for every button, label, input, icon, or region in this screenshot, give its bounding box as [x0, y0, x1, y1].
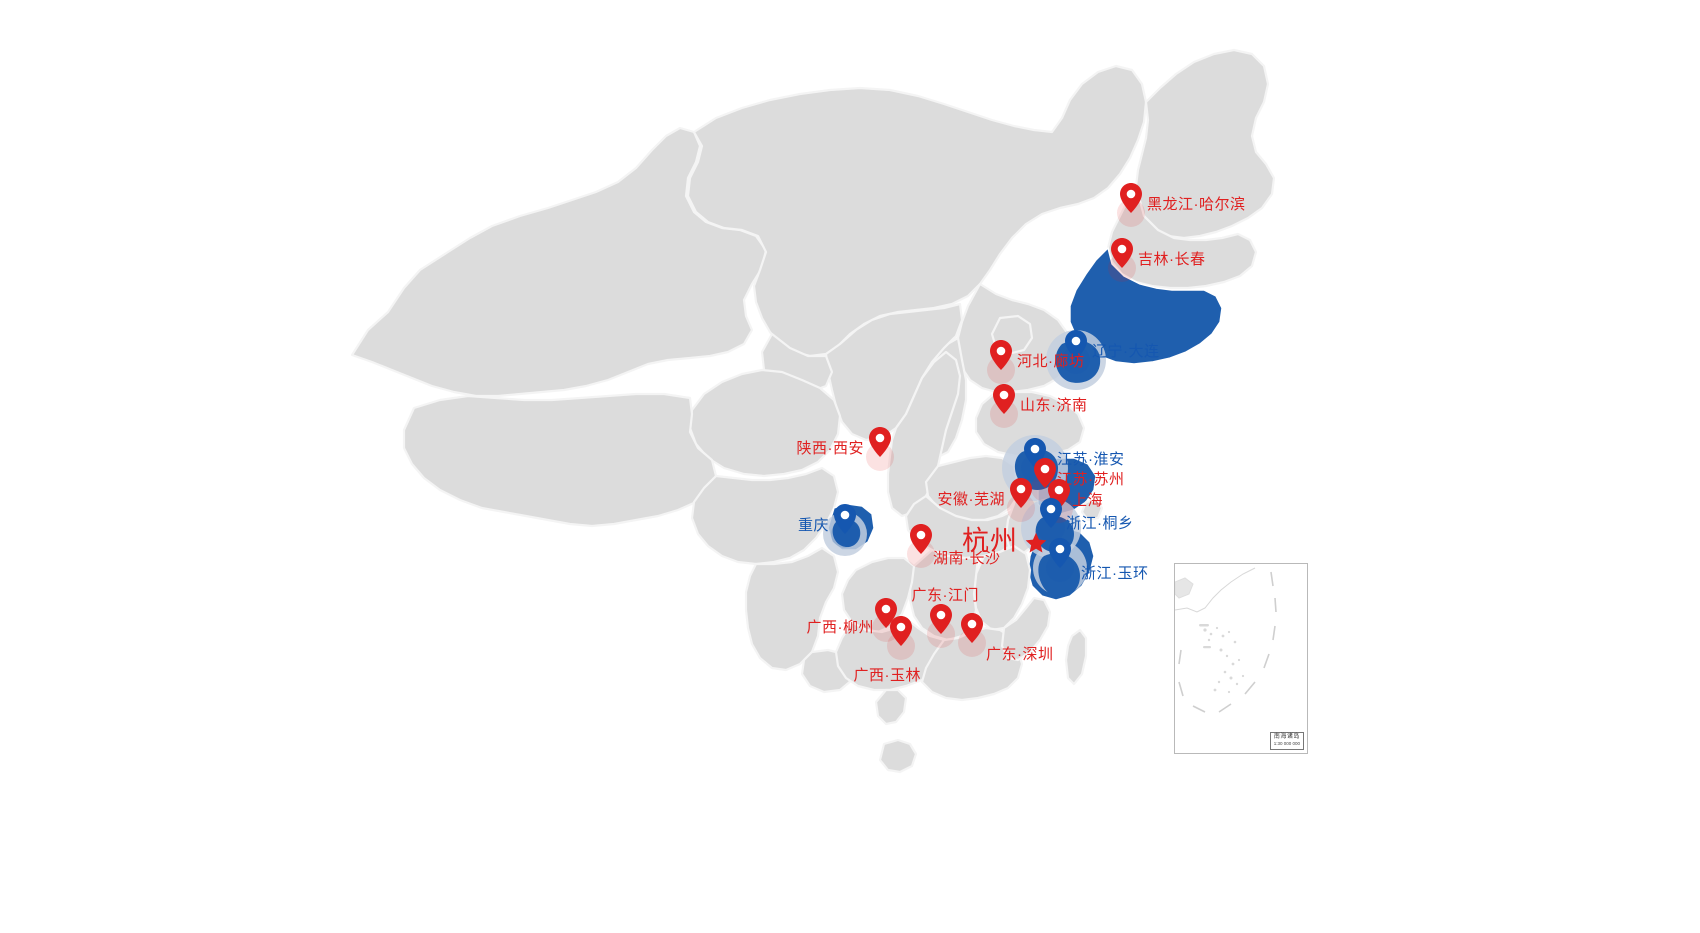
inset-scale-ratio: 1:30 000 000	[1273, 741, 1300, 746]
marker-label: 广西·玉林	[853, 667, 921, 684]
map-pin-icon	[910, 524, 932, 554]
marker-label: 河北·廊坊	[1017, 353, 1085, 370]
capital-label: 杭州	[962, 526, 1018, 556]
map-pin-icon	[834, 504, 856, 534]
marker-label: 黑龙江·哈尔滨	[1147, 196, 1246, 213]
marker-label: 广东·深圳	[986, 646, 1054, 663]
marker-label: 江苏·苏州	[1057, 471, 1125, 488]
map-pin-icon	[961, 613, 983, 643]
province-yunnan	[744, 546, 840, 672]
map-pin-icon	[930, 604, 952, 634]
map-pin-icon	[1034, 458, 1056, 488]
marker-label: 广东·江门	[911, 587, 979, 604]
star-icon	[1025, 532, 1047, 554]
south-china-sea-inset: 南海诸岛 1:30 000 000	[1174, 563, 1308, 754]
map-pin-icon	[1120, 183, 1142, 213]
province-taiwan	[1064, 628, 1088, 686]
map-pin-icon	[875, 598, 897, 628]
province-inner-mongolia	[686, 64, 1148, 358]
province-sichuan	[690, 466, 840, 566]
marker-label: 广西·柳州	[806, 619, 874, 636]
map-pin-icon	[993, 384, 1015, 414]
province-fujian	[1000, 596, 1052, 662]
inset-scale-bar: 南海诸岛 1:30 000 000	[1269, 732, 1304, 750]
map-pin-icon	[990, 340, 1012, 370]
marker-label: 辽宁·大连	[1092, 343, 1160, 360]
marker-label: 陕西·西安	[796, 440, 864, 457]
map-pin-icon	[1040, 498, 1062, 528]
map-pin-icon	[1065, 330, 1087, 360]
map-pin-icon	[1049, 538, 1071, 568]
marker-label: 浙江·桐乡	[1066, 515, 1134, 532]
province-gansu	[824, 302, 964, 442]
map-pin-icon	[869, 427, 891, 457]
province-guangdong	[920, 626, 1024, 702]
city-shanghai	[1080, 498, 1104, 522]
marker-label: 浙江·玉环	[1081, 565, 1149, 582]
marker-label: 山东·济南	[1020, 397, 1088, 414]
marker-label: 安徽·芜湖	[937, 491, 1005, 508]
province-shaanxi	[886, 350, 962, 518]
province-tibet	[402, 392, 718, 528]
province-liaoning	[1069, 247, 1223, 365]
province-hainan	[878, 738, 918, 774]
map-pin-icon	[890, 616, 912, 646]
map-pin-icon	[1111, 238, 1133, 268]
marker-label: 湖南·长沙	[933, 550, 1001, 567]
marker-label: 重庆	[797, 517, 829, 534]
marker-label: 江苏·淮安	[1057, 451, 1125, 468]
inset-scale-title: 南海诸岛	[1273, 734, 1300, 740]
map-pin-icon	[1010, 478, 1032, 508]
marker-label: 吉林·长春	[1138, 251, 1206, 268]
province-guangdong-peninsula	[874, 688, 908, 726]
marker-label: 上海	[1072, 492, 1104, 509]
